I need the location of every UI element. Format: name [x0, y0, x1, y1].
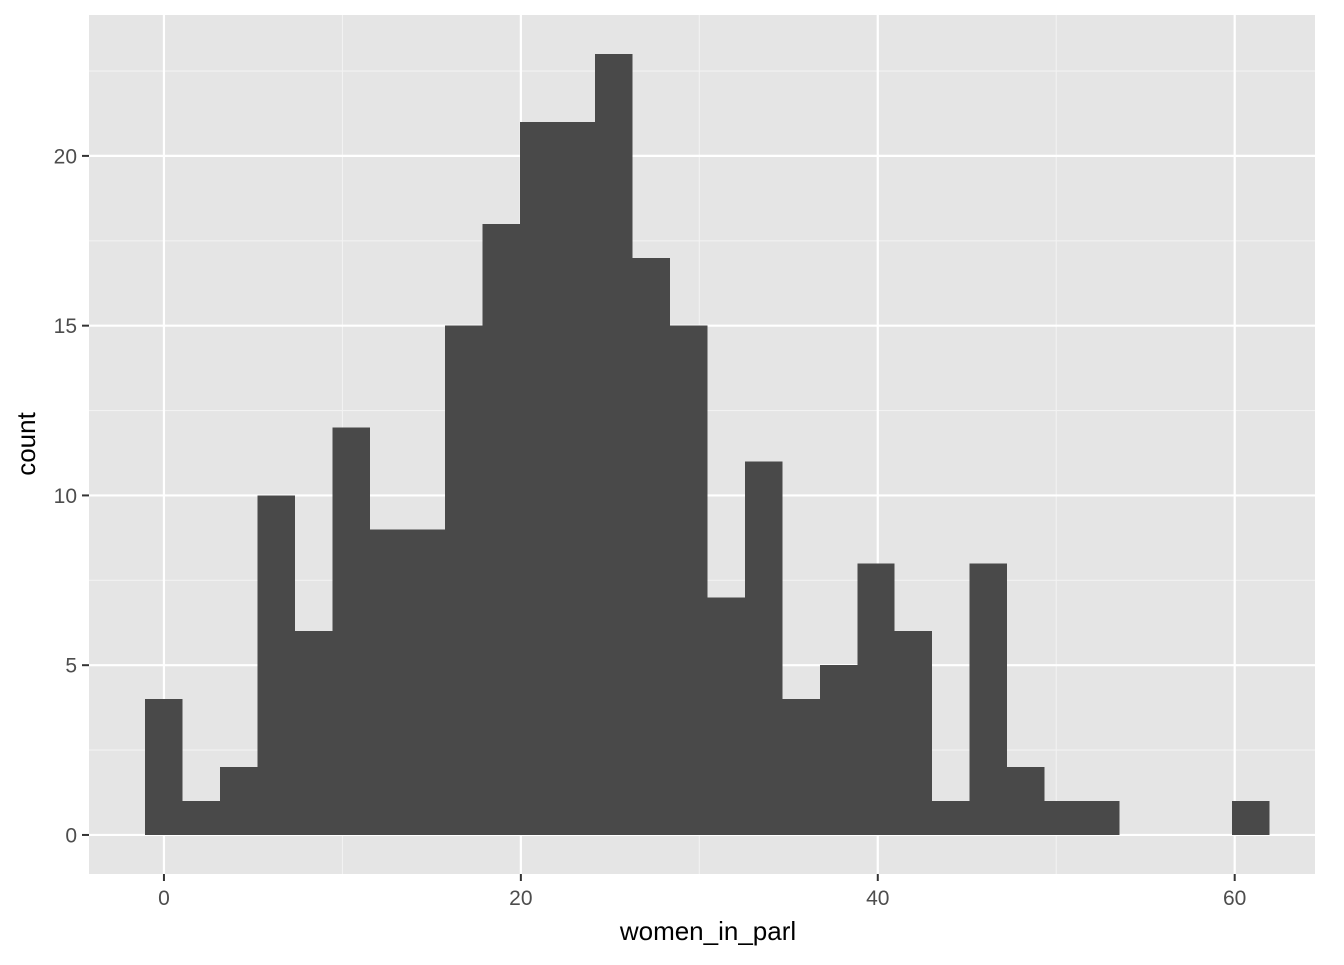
x-tick-label: 40 — [866, 887, 889, 910]
histogram-bar — [782, 699, 820, 835]
histogram-bar — [482, 223, 520, 835]
histogram-bar — [519, 121, 558, 835]
y-axis: 0 5 10 15 20 — [54, 145, 89, 847]
histogram-bars — [145, 54, 1270, 835]
histogram-bar — [1232, 801, 1270, 835]
histogram-bar — [407, 529, 446, 835]
histogram-bar — [857, 563, 895, 835]
y-tick-label: 0 — [65, 824, 77, 847]
histogram-bar — [370, 529, 408, 835]
histogram-bar — [1007, 767, 1045, 835]
x-tick-label: 60 — [1223, 887, 1246, 910]
histogram-bar — [594, 54, 633, 835]
histogram-bar — [969, 563, 1008, 835]
histogram-bar — [1044, 801, 1083, 835]
histogram-bar — [1082, 801, 1120, 835]
y-tick-label: 15 — [54, 315, 77, 338]
histogram-bar — [182, 801, 221, 835]
y-axis-title: count — [11, 411, 41, 475]
histogram-bar — [894, 631, 933, 835]
y-tick-label: 10 — [54, 485, 77, 508]
y-tick-label: 20 — [54, 145, 77, 168]
histogram-bar — [295, 631, 333, 835]
x-axis-title: women_in_parl — [619, 916, 796, 946]
y-tick-label: 5 — [65, 655, 77, 678]
histogram-bar — [557, 121, 595, 835]
histogram-bar — [257, 495, 296, 835]
x-tick-label: 20 — [509, 887, 532, 910]
x-tick-label: 0 — [158, 887, 170, 910]
histogram-bar — [445, 325, 483, 835]
histogram-bar — [932, 801, 970, 835]
histogram-bar — [332, 427, 371, 835]
histogram-bar — [632, 257, 670, 835]
x-axis: 0 20 40 60 — [158, 874, 1246, 910]
histogram-bar — [145, 699, 183, 835]
histogram-bar — [220, 767, 258, 835]
histogram-bar — [707, 597, 745, 835]
histogram-bar — [669, 325, 708, 835]
histogram-bar — [744, 461, 783, 835]
histogram-bar — [819, 665, 858, 835]
